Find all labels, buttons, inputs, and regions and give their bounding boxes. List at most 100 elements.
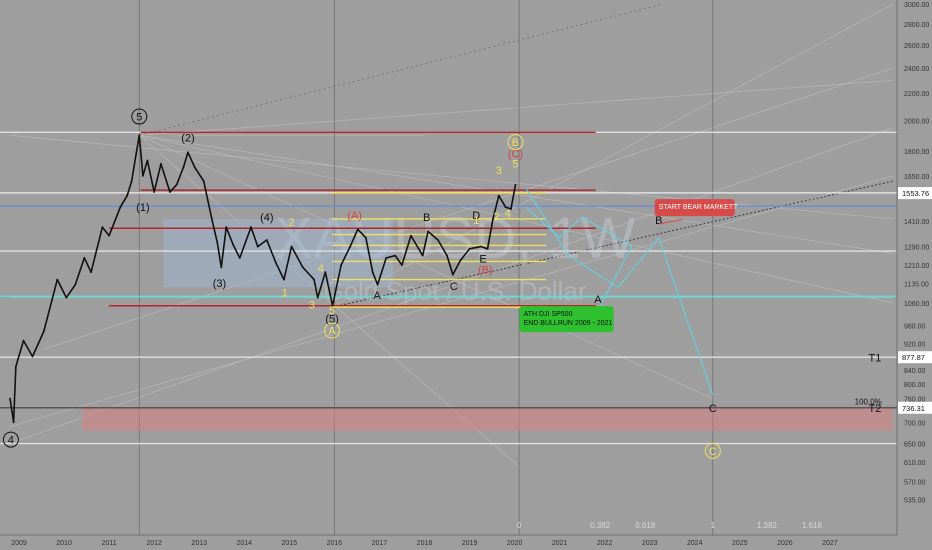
- y-tick-label: 980.00: [904, 324, 926, 331]
- price-point: [510, 208, 512, 210]
- price-point: [108, 234, 111, 237]
- price-point: [22, 339, 25, 342]
- y-tick-label: 920.00: [904, 342, 926, 349]
- y-tick-label: 1650.00: [904, 174, 929, 181]
- y-tick-label: 2200.00: [904, 91, 929, 98]
- current-price-text: 1553.76: [902, 189, 929, 198]
- price-point: [459, 259, 462, 262]
- price-point: [31, 355, 34, 358]
- annotation-text: END BULLRUN 2009 - 2021: [524, 320, 613, 327]
- fib-time-label: 0.382: [590, 521, 611, 530]
- x-tick-label: 2011: [102, 540, 117, 547]
- price-point: [193, 166, 196, 169]
- annotation-arrow: [658, 218, 683, 225]
- price-point: [187, 151, 189, 154]
- x-tick-label: 2016: [327, 540, 343, 547]
- x-tick-label: 2023: [642, 540, 658, 547]
- price-point: [331, 304, 334, 307]
- fib-time-label: 0.618: [635, 521, 656, 530]
- y-axis-panel: [897, 0, 932, 550]
- x-tick-label: 2015: [282, 540, 298, 547]
- wave-label: 1: [473, 215, 479, 227]
- price-point: [238, 257, 241, 259]
- price-point: [497, 194, 500, 197]
- price-point: [349, 245, 352, 248]
- price-point: [169, 191, 171, 193]
- wave-label: B: [423, 212, 430, 224]
- wave-label: C: [709, 403, 717, 415]
- wave-label: 5: [329, 305, 335, 317]
- price-point: [14, 365, 17, 368]
- wave-label: C: [709, 446, 717, 458]
- price-point: [301, 266, 304, 269]
- y-tick-label: 1135.00: [904, 281, 929, 288]
- wave-label: A: [373, 290, 381, 302]
- price-point: [437, 239, 439, 241]
- x-tick-label: 2027: [822, 540, 838, 547]
- wave-label: (3): [213, 278, 226, 290]
- x-tick-label: 2019: [462, 540, 478, 547]
- x-tick-label: 2024: [687, 540, 703, 547]
- price-point: [12, 421, 15, 424]
- price-point: [394, 254, 397, 257]
- wave-label: A: [328, 326, 336, 338]
- wave-label: T1: [869, 352, 882, 364]
- target-zone: [82, 406, 893, 431]
- y-tick-label: 1410.00: [904, 219, 929, 226]
- price-point: [232, 243, 234, 246]
- price-point: [56, 278, 59, 281]
- x-tick-label: 2022: [597, 540, 613, 547]
- x-tick-label: 2017: [372, 540, 388, 547]
- price-point: [468, 247, 471, 250]
- y-tick-label: 1210.00: [904, 263, 929, 270]
- wave-label: 4: [318, 263, 324, 275]
- x-tick-label: 2012: [146, 540, 162, 547]
- price-point: [225, 226, 228, 229]
- price-point: [290, 245, 293, 248]
- price-point: [153, 191, 156, 193]
- wave-label: (A): [347, 210, 362, 222]
- wave-label: (1): [136, 202, 149, 214]
- price-point: [316, 296, 319, 299]
- price-point: [274, 261, 277, 264]
- y-tick-label: 1290.00: [904, 245, 929, 252]
- price-point: [130, 180, 133, 183]
- y-tick-label: 760.00: [904, 397, 926, 404]
- wave-label: 5: [136, 112, 142, 124]
- price-point: [401, 264, 403, 266]
- y-tick-label: 570.00: [904, 479, 926, 486]
- wave-label-circle: [704, 442, 721, 459]
- wave-label: B: [655, 215, 662, 227]
- y-tick-label: 535.00: [904, 498, 926, 505]
- x-tick-label: 2018: [417, 540, 433, 547]
- price-point: [182, 166, 185, 169]
- wave-label-circle: [131, 108, 148, 125]
- price-point: [324, 271, 327, 274]
- wave-label: 3: [309, 299, 315, 311]
- trend-line: [9, 127, 894, 444]
- wave-label-circle: [2, 431, 19, 448]
- x-tick-label: 2025: [732, 540, 748, 547]
- level-badge: [898, 351, 932, 364]
- wave-label: D: [472, 210, 480, 222]
- price-point: [126, 194, 129, 197]
- x-tick-label: 2014: [236, 540, 252, 547]
- price-point: [210, 218, 213, 220]
- price-point: [410, 234, 412, 237]
- x-tick-label: 2009: [11, 540, 27, 547]
- wave-label: (2): [181, 132, 194, 144]
- price-point: [313, 278, 315, 281]
- x-tick-label: 2020: [507, 540, 523, 547]
- wave-label: 100.0%: [855, 397, 882, 406]
- price-point: [256, 245, 259, 248]
- annotation-text: START BEAR MARKET?: [659, 204, 737, 211]
- price-point: [146, 159, 149, 162]
- projection-path: [525, 206, 633, 306]
- price-point: [427, 230, 429, 233]
- level-badge: [898, 401, 932, 414]
- level-badge-text: 736.31: [902, 404, 925, 413]
- wave-label: (4): [260, 212, 273, 224]
- wave-label: 5: [512, 158, 518, 170]
